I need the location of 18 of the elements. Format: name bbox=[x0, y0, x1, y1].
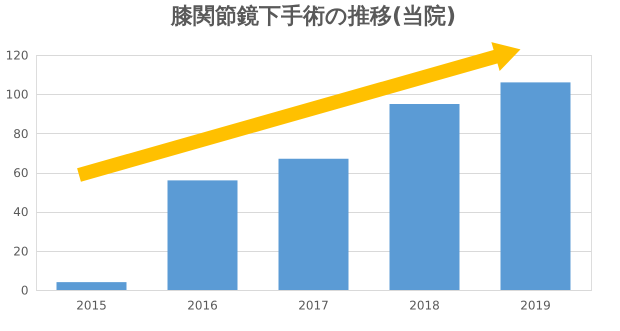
x-tick-label: 2015 bbox=[76, 298, 107, 312]
x-tick-label: 2018 bbox=[409, 298, 440, 312]
y-tick-label: 0 bbox=[20, 284, 28, 298]
y-tick-label: 80 bbox=[13, 126, 28, 141]
bar bbox=[278, 158, 348, 290]
bar bbox=[500, 82, 570, 290]
chart-title: 膝関節鏡下手術の推移(当院) bbox=[170, 4, 456, 30]
x-tick-label: 2019 bbox=[520, 298, 551, 312]
x-tick-label: 2017 bbox=[298, 298, 329, 312]
x-tick-label: 2016 bbox=[187, 298, 218, 312]
bar bbox=[390, 104, 460, 290]
y-tick-label: 100 bbox=[6, 88, 28, 102]
y-tick-label: 120 bbox=[6, 48, 28, 62]
y-tick-label: 60 bbox=[13, 166, 28, 180]
y-tick-label: 20 bbox=[13, 244, 28, 258]
bar bbox=[56, 282, 126, 290]
y-tick-label: 40 bbox=[13, 205, 28, 220]
bar bbox=[168, 180, 238, 290]
